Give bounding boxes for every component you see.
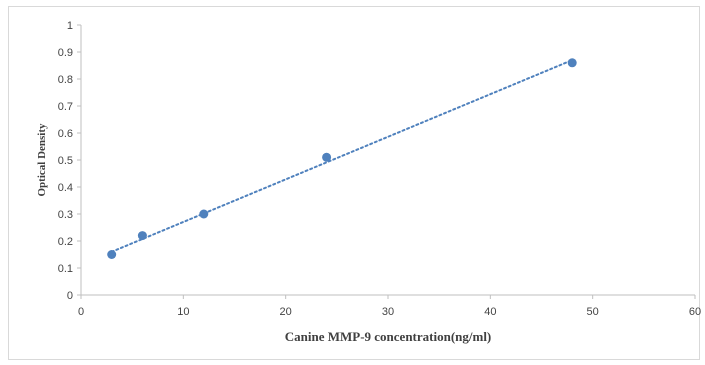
y-tick-label: 0.2 xyxy=(58,236,73,248)
y-tick-label: 0.7 xyxy=(58,101,73,113)
y-tick-label: 0.3 xyxy=(58,209,73,221)
x-tick-label: 40 xyxy=(484,306,496,318)
data-point xyxy=(199,209,209,219)
y-tick-label: 0.1 xyxy=(58,263,73,275)
y-axis-title: Optical Density xyxy=(36,123,48,197)
x-tick-label: 0 xyxy=(78,306,84,318)
data-point xyxy=(107,250,117,259)
data-point xyxy=(567,58,577,68)
y-tick-label: 0 xyxy=(67,290,73,302)
x-tick-label: 50 xyxy=(587,306,599,318)
data-point xyxy=(137,231,147,241)
data-point xyxy=(322,152,332,162)
chart-frame xyxy=(8,6,700,360)
y-tick-label: 0.4 xyxy=(58,182,73,194)
x-tick-label: 10 xyxy=(177,306,189,318)
y-tick-label: 0.6 xyxy=(58,128,73,140)
y-tick-label: 0.5 xyxy=(58,155,73,167)
y-tick-label: 1 xyxy=(67,20,73,32)
x-tick-label: 30 xyxy=(382,306,394,318)
x-axis-title: Canine MMP-9 concentration(ng/ml) xyxy=(285,329,492,344)
x-tick-label: 60 xyxy=(689,306,701,318)
x-tick-label: 20 xyxy=(280,306,292,318)
plot-area: 00.10.20.30.40.50.60.70.80.910 10 20 30 40 50… xyxy=(58,20,701,318)
y-tick-label: 0.9 xyxy=(58,47,73,59)
y-tick-label: 0.8 xyxy=(58,74,73,86)
trendline xyxy=(110,59,574,253)
